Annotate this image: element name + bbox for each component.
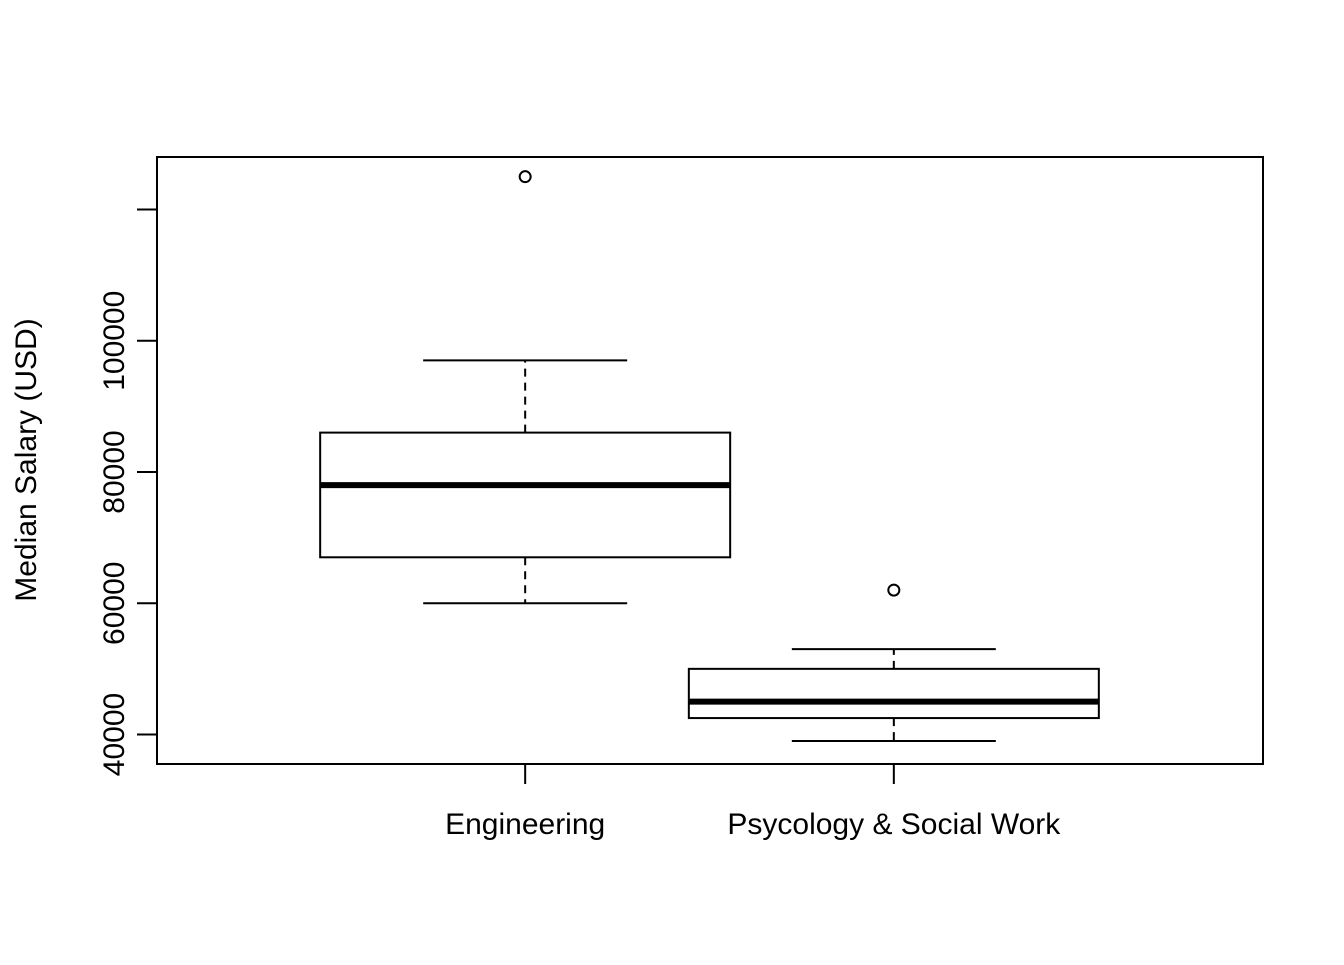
- y-axis-label: Median Salary (USD): [10, 318, 43, 601]
- y-tick-label: 60000: [98, 562, 131, 645]
- y-tick-label: 80000: [98, 430, 131, 513]
- outlier-point: [518, 170, 532, 184]
- boxes-group: [319, 170, 1100, 743]
- y-tick-label: 40000: [98, 693, 131, 776]
- x-tick-label: Psycology & Social Work: [727, 808, 1061, 841]
- x-tick-label: Engineering: [445, 808, 605, 841]
- box-psycology-social-work: [687, 583, 1100, 743]
- plot-frame: [156, 156, 1264, 765]
- iqr-box: [687, 667, 1100, 720]
- y-tick-label: 100000: [98, 291, 131, 391]
- x-axis: Engineering Psycology & Social Work: [445, 764, 1061, 841]
- y-axis: 40000 60000 80000 100000: [98, 208, 157, 776]
- outlier-point: [887, 583, 901, 597]
- box-engineering: [319, 170, 732, 605]
- iqr-box: [319, 431, 732, 559]
